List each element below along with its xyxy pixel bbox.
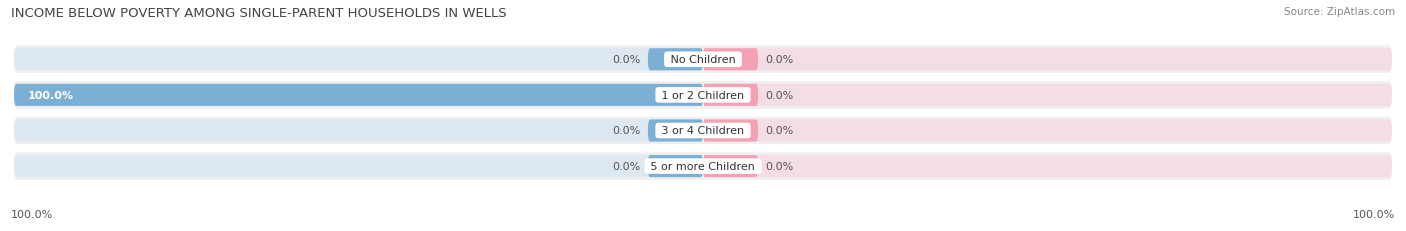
FancyBboxPatch shape — [648, 155, 703, 177]
Text: 0.0%: 0.0% — [765, 126, 793, 136]
Text: 1 or 2 Children: 1 or 2 Children — [658, 91, 748, 100]
FancyBboxPatch shape — [14, 85, 703, 106]
Text: 0.0%: 0.0% — [613, 126, 641, 136]
Text: 0.0%: 0.0% — [613, 161, 641, 171]
FancyBboxPatch shape — [703, 85, 758, 106]
Text: 0.0%: 0.0% — [765, 161, 793, 171]
Text: 5 or more Children: 5 or more Children — [647, 161, 759, 171]
FancyBboxPatch shape — [14, 46, 1392, 74]
FancyBboxPatch shape — [14, 155, 703, 177]
Text: 100.0%: 100.0% — [1353, 210, 1395, 219]
FancyBboxPatch shape — [648, 49, 703, 71]
FancyBboxPatch shape — [703, 155, 758, 177]
Text: INCOME BELOW POVERTY AMONG SINGLE-PARENT HOUSEHOLDS IN WELLS: INCOME BELOW POVERTY AMONG SINGLE-PARENT… — [11, 7, 508, 20]
Text: 0.0%: 0.0% — [765, 91, 793, 100]
Text: 3 or 4 Children: 3 or 4 Children — [658, 126, 748, 136]
Text: 0.0%: 0.0% — [765, 55, 793, 65]
Text: No Children: No Children — [666, 55, 740, 65]
FancyBboxPatch shape — [14, 85, 703, 106]
FancyBboxPatch shape — [14, 153, 1392, 180]
FancyBboxPatch shape — [703, 120, 758, 142]
FancyBboxPatch shape — [703, 85, 1392, 106]
FancyBboxPatch shape — [703, 49, 1392, 71]
Text: Source: ZipAtlas.com: Source: ZipAtlas.com — [1284, 7, 1395, 17]
Text: 100.0%: 100.0% — [28, 91, 75, 100]
Text: 0.0%: 0.0% — [613, 55, 641, 65]
FancyBboxPatch shape — [703, 120, 1392, 142]
FancyBboxPatch shape — [703, 155, 1392, 177]
FancyBboxPatch shape — [703, 49, 758, 71]
FancyBboxPatch shape — [14, 117, 1392, 145]
FancyBboxPatch shape — [648, 120, 703, 142]
Text: 100.0%: 100.0% — [11, 210, 53, 219]
FancyBboxPatch shape — [14, 82, 1392, 109]
FancyBboxPatch shape — [14, 120, 703, 142]
FancyBboxPatch shape — [14, 49, 703, 71]
